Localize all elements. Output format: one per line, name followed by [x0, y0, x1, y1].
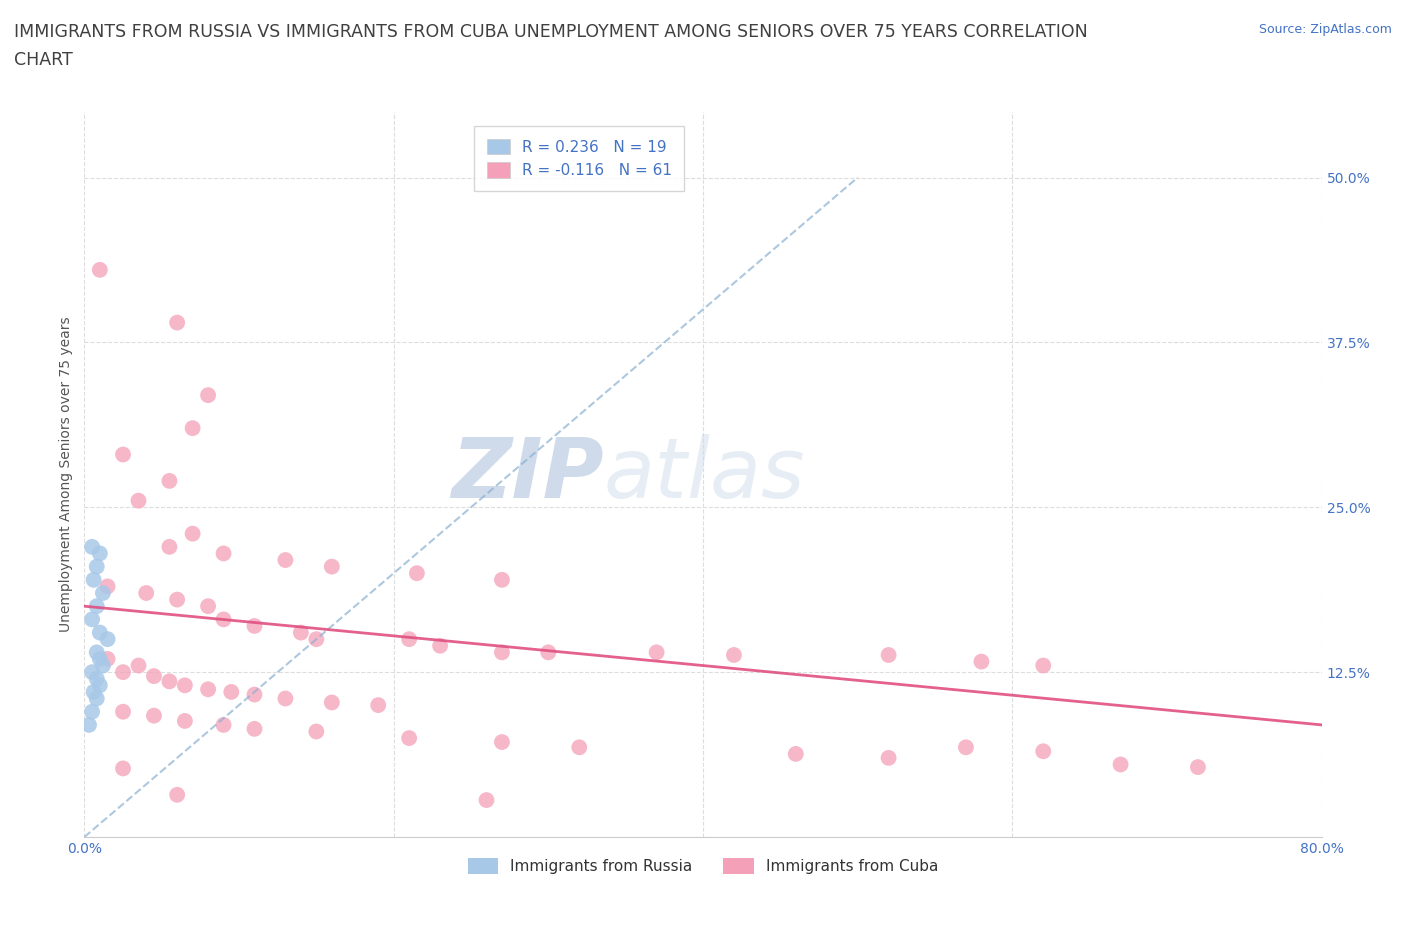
Point	[877, 647, 900, 662]
Point	[159, 539, 180, 554]
Point	[955, 740, 977, 755]
Point	[645, 644, 668, 659]
Point	[127, 493, 149, 508]
Text: atlas: atlas	[605, 433, 806, 515]
Point	[86, 644, 108, 659]
Point	[181, 420, 204, 435]
Point	[89, 678, 111, 693]
Point	[82, 665, 104, 680]
Point	[159, 473, 180, 488]
Point	[112, 447, 135, 462]
Point	[274, 552, 297, 567]
Point	[96, 579, 118, 594]
Point	[89, 262, 111, 277]
Y-axis label: Unemployment Among Seniors over 75 years: Unemployment Among Seniors over 75 years	[59, 316, 73, 632]
Point	[83, 684, 105, 699]
Point	[91, 658, 114, 673]
Point	[197, 682, 219, 697]
Point	[491, 572, 513, 587]
Point	[82, 612, 104, 627]
Point	[723, 647, 745, 662]
Point	[212, 717, 235, 732]
Point	[197, 599, 219, 614]
Point	[89, 652, 111, 667]
Text: IMMIGRANTS FROM RUSSIA VS IMMIGRANTS FROM CUBA UNEMPLOYMENT AMONG SENIORS OVER 7: IMMIGRANTS FROM RUSSIA VS IMMIGRANTS FRO…	[14, 23, 1088, 41]
Point	[367, 698, 389, 712]
Point	[112, 665, 135, 680]
Point	[785, 747, 807, 762]
Point	[212, 612, 235, 627]
Point	[1032, 744, 1054, 759]
Point	[143, 669, 166, 684]
Point	[243, 618, 266, 633]
Point	[86, 691, 108, 706]
Point	[82, 704, 104, 719]
Point	[305, 724, 328, 739]
Point	[321, 559, 343, 574]
Point	[86, 671, 108, 686]
Point	[491, 735, 513, 750]
Point	[877, 751, 900, 765]
Point	[89, 546, 111, 561]
Point	[166, 592, 188, 607]
Point	[212, 546, 235, 561]
Point	[243, 687, 266, 702]
Point	[91, 586, 114, 601]
Point	[159, 674, 180, 689]
Point	[166, 315, 188, 330]
Point	[112, 761, 135, 776]
Point	[127, 658, 149, 673]
Point	[135, 586, 157, 601]
Point	[1109, 757, 1132, 772]
Point	[243, 722, 266, 737]
Point	[96, 652, 118, 667]
Point	[290, 625, 312, 640]
Point	[321, 695, 343, 710]
Point	[143, 709, 166, 724]
Point	[398, 731, 420, 746]
Text: Source: ZipAtlas.com: Source: ZipAtlas.com	[1258, 23, 1392, 36]
Point	[82, 539, 104, 554]
Point	[112, 704, 135, 719]
Point	[174, 678, 197, 693]
Point	[219, 684, 242, 699]
Point	[429, 638, 451, 653]
Text: CHART: CHART	[14, 51, 73, 69]
Point	[398, 631, 420, 646]
Point	[181, 526, 204, 541]
Point	[77, 717, 100, 732]
Point	[174, 713, 197, 728]
Point	[166, 788, 188, 803]
Point	[89, 625, 111, 640]
Text: ZIP: ZIP	[451, 433, 605, 515]
Point	[197, 388, 219, 403]
Point	[86, 599, 108, 614]
Point	[305, 631, 328, 646]
Point	[1032, 658, 1054, 673]
Point	[568, 740, 591, 755]
Point	[274, 691, 297, 706]
Point	[96, 631, 118, 646]
Point	[405, 565, 427, 580]
Point	[86, 559, 108, 574]
Point	[970, 654, 993, 669]
Point	[1187, 760, 1209, 775]
Point	[537, 644, 560, 659]
Point	[475, 792, 498, 807]
Point	[491, 644, 513, 659]
Legend: Immigrants from Russia, Immigrants from Cuba: Immigrants from Russia, Immigrants from …	[461, 852, 945, 880]
Point	[83, 572, 105, 587]
